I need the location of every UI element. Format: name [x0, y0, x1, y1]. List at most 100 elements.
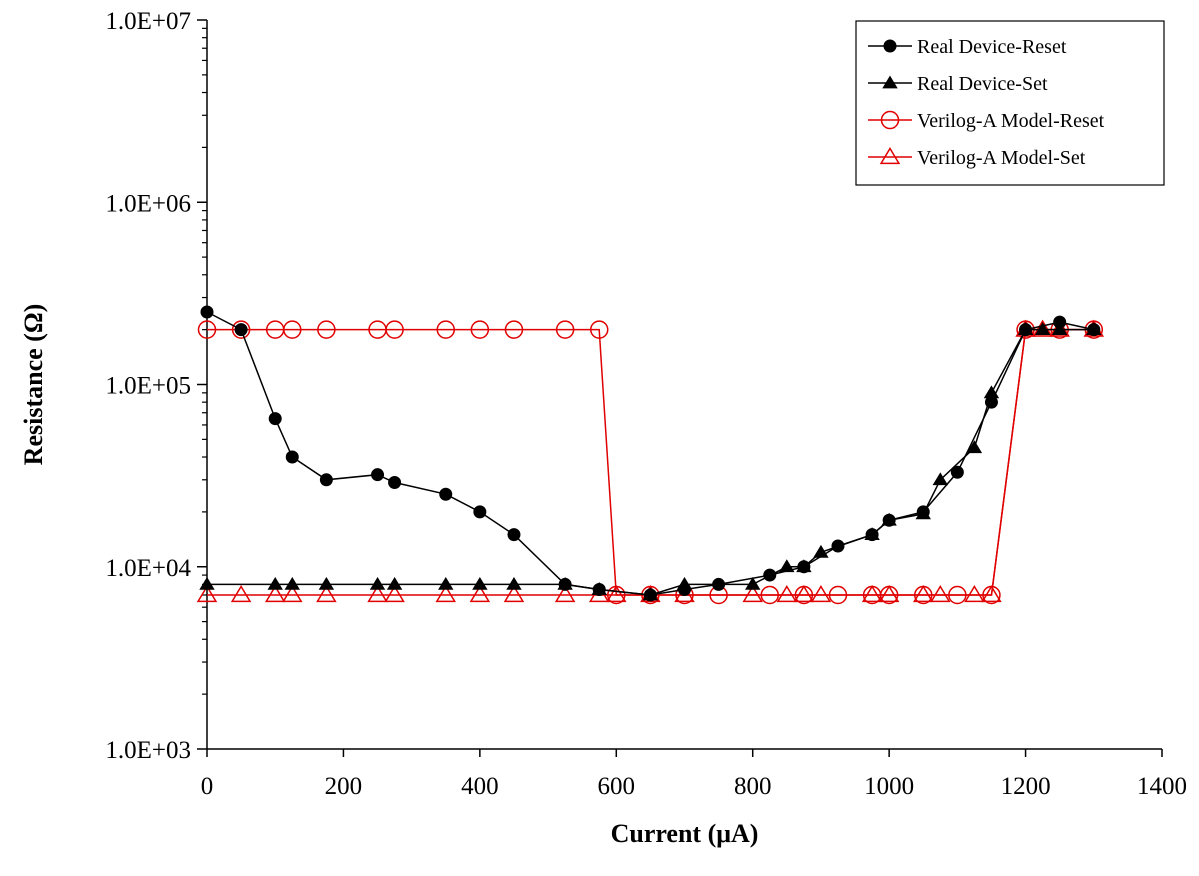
legend-label: Real Device-Set [917, 73, 1048, 95]
data-point [319, 473, 333, 487]
data-point [438, 576, 454, 590]
data-point [267, 576, 283, 590]
series-line [207, 328, 1094, 596]
data-point [504, 320, 524, 339]
data-point [984, 395, 998, 409]
data-point [589, 320, 609, 339]
y-tick-label: 1.0E+03 [105, 737, 191, 764]
series-line [206, 311, 1094, 596]
series-line [207, 328, 1094, 596]
data-point [712, 577, 726, 591]
data-point [964, 585, 985, 603]
data-point [371, 468, 385, 482]
data-point [966, 440, 983, 454]
data-point [558, 577, 572, 591]
legend-label: Real Device-Reset [917, 36, 1067, 58]
data-point [913, 585, 934, 603]
data-point [810, 585, 832, 603]
data-point [763, 568, 777, 582]
legend-item: Verilog-A Model-Reset [868, 110, 1105, 132]
data-point [282, 585, 303, 603]
x-tick-label: 600 [598, 773, 636, 800]
data-point [861, 585, 883, 603]
data-point [793, 585, 815, 603]
data-point [196, 585, 218, 603]
y-tick-label: 1.0E+05 [105, 373, 191, 400]
legend-label: Verilog-A Model-Reset [917, 110, 1105, 132]
data-point [981, 585, 1002, 603]
data-point [643, 588, 657, 602]
data-point [882, 75, 898, 89]
data-point [1034, 322, 1051, 336]
data-point [1087, 323, 1101, 337]
data-point [472, 576, 488, 590]
series-line [207, 328, 1094, 596]
data-point [1051, 322, 1068, 336]
data-point [469, 585, 491, 603]
y-tick-label: 1.0E+06 [105, 190, 191, 217]
data-point [930, 585, 951, 603]
data-point [285, 450, 299, 464]
data-point [880, 110, 900, 130]
y-axis-title: Resistance (Ω) [19, 304, 48, 466]
data-point [231, 320, 251, 339]
data-point [234, 323, 248, 337]
legend-item: Real Device-Set [868, 73, 1048, 95]
x-tick-label: 800 [734, 773, 772, 800]
data-point [592, 583, 606, 597]
data-point [386, 576, 403, 590]
x-tick-label: 1400 [1137, 773, 1187, 800]
data-point [742, 585, 763, 603]
data-point [879, 147, 901, 165]
legend-label: Verilog-A Model-Set [917, 147, 1086, 169]
data-point [1019, 323, 1033, 337]
series-layer [196, 305, 1105, 605]
data-point [470, 320, 490, 339]
x-tick-label: 400 [461, 773, 499, 800]
data-point [503, 585, 525, 603]
legend-item: Real Device-Reset [868, 36, 1067, 58]
data-point [367, 585, 388, 603]
data-point [678, 583, 691, 597]
legend: Real Device-Reset Real Device-Set Verilog-… [855, 20, 1165, 186]
legend-item: Verilog-A Model-Set [868, 147, 1086, 169]
data-point [813, 544, 829, 558]
data-point [555, 320, 575, 339]
data-point [932, 472, 949, 486]
data-point [283, 320, 302, 339]
y-tick-label: 1.0E+07 [105, 8, 191, 35]
data-point [388, 475, 402, 489]
data-point [199, 576, 215, 590]
x-tick-label: 1000 [864, 773, 914, 800]
data-point [385, 320, 404, 339]
data-point [284, 576, 300, 590]
axes: 1.0E+03 1.0E+04 1.0E+05 1.0E+06 1.0E+07 0 200 4… [105, 8, 1187, 800]
series-verilog-a-model-reset [197, 320, 1104, 605]
data-point [317, 320, 336, 339]
series-real-device-reset [200, 305, 1101, 602]
data-point [865, 528, 879, 542]
data-point [506, 576, 522, 590]
data-point [197, 320, 217, 339]
x-axis-title: Current (μA) [611, 819, 759, 848]
data-point [882, 513, 896, 527]
data-point [554, 585, 576, 603]
y-tick-label: 1.0E+04 [105, 555, 191, 582]
data-point [268, 412, 282, 426]
data-point [1032, 319, 1053, 337]
data-point [878, 585, 900, 603]
data-point [831, 539, 845, 553]
series-verilog-a-model-set [196, 319, 1105, 603]
data-point [507, 528, 521, 542]
data-point [264, 585, 286, 603]
data-point [776, 585, 798, 603]
data-point [435, 585, 456, 603]
data-point [200, 305, 214, 319]
data-point [606, 585, 627, 603]
data-point [950, 465, 964, 479]
data-point [316, 585, 337, 603]
data-point [916, 505, 930, 519]
data-point [797, 560, 811, 574]
data-point [1053, 315, 1067, 329]
